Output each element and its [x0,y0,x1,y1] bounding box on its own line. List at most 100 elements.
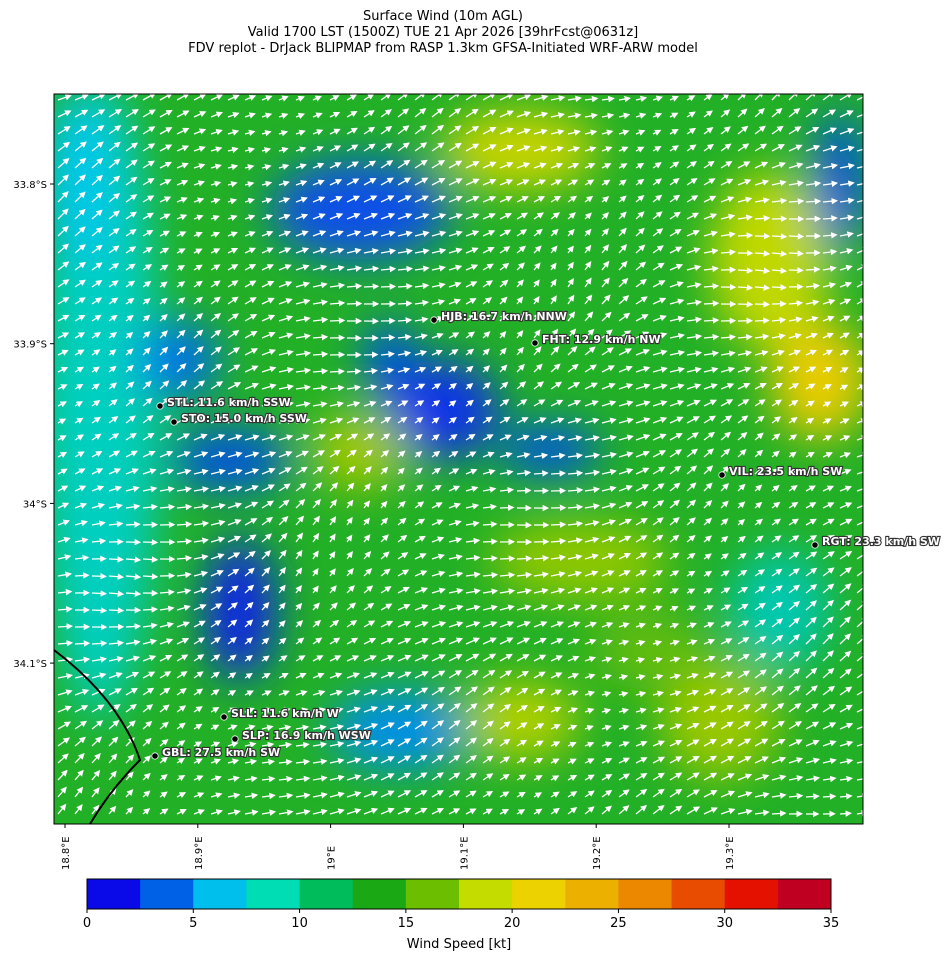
wind-arrow [126,626,140,627]
colorbar-swatch [406,879,460,909]
colorbar-swatch [193,879,247,909]
station-dot [232,736,238,742]
station-label: STL: 11.6 km/h SSW [167,396,291,409]
wind-arrow [143,576,157,577]
colorbar-swatch [725,879,779,909]
title-line: Surface Wind (10m AGL) [363,9,523,24]
y-tick-label: 33.8°S [13,180,47,191]
wind-arrow [500,507,513,508]
colorbar-tick-label: 5 [189,916,197,931]
wind-arrow [347,304,361,305]
wind-arrow [398,303,411,304]
wind-arrow [772,287,786,288]
wind-arrow [126,524,140,525]
wind-arrow [330,371,344,372]
wind-arrow [806,796,819,797]
wind-arrow [738,270,752,271]
wind-arrow [109,559,123,560]
wind-arrow [347,371,360,372]
wind-arrow [517,490,530,491]
wind-arrow [738,304,752,305]
colorbar-swatch [246,879,300,909]
station-dot [157,403,163,409]
wind-arrow [755,320,768,321]
colorbar-tick-label: 35 [823,916,840,931]
station-dot [431,317,437,323]
wind-arrow [772,236,786,237]
colorbar-swatch [353,879,407,909]
wind-arrow [500,558,514,559]
colorbar-swatch [87,879,141,909]
wind-arrow [143,542,157,543]
wind-arrow [330,320,344,321]
colorbar-swatch [618,879,672,909]
y-tick-label: 34.1°S [13,659,47,670]
colorbar-tick-label: 20 [504,916,521,931]
station-label: FHT: 12.9 km/h NW [542,333,661,346]
title-line: FDV replot - DrJack BLIPMAP from RASP 1.… [188,41,698,56]
x-tick-label: 19.3°E [725,836,736,870]
map-field [40,80,870,824]
x-tick-label: 18.8°E [61,836,72,870]
wind-arrow [789,253,803,254]
wind-arrow [704,320,718,321]
wind-arrow [738,287,752,288]
wind-arrow [823,796,835,797]
colorbar-swatch [565,879,619,909]
station-label: RGT: 23.3 km/h SW [822,535,940,548]
wind-arrow [143,609,157,610]
wind-arrow [364,286,378,287]
wind-arrow [551,473,565,474]
wind-arrow [92,643,106,644]
x-tick-label: 18.9°E [194,836,205,870]
colorbar-label: Wind Speed [kt] [407,937,511,952]
station-dot [221,714,227,720]
colorbar-tick-label: 30 [716,916,733,931]
colorbar-tick-label: 0 [83,916,91,931]
wind-arrow [789,236,803,237]
colorbar-tick-label: 15 [398,916,415,931]
station-label: SLL: 11.6 km/h W [231,707,339,720]
colorbar-swatch [778,879,832,909]
x-tick-label: 19.1°E [459,836,470,870]
wind-arrow [755,253,769,254]
y-tick-label: 34°S [23,499,47,510]
wind-arrow [58,626,72,627]
station-label: HJB: 16.7 km/h NNW [441,310,567,323]
wind-arrow [75,575,88,576]
colorbar-tick-label: 25 [610,916,627,931]
wind-arrow [109,610,123,611]
wind-arrow [381,337,394,338]
station-dot [532,340,538,346]
wind-arrow [143,559,157,560]
station-dot [171,419,177,425]
wind-arrow [772,813,785,814]
station-label: STO: 15.0 km/h SSW [181,412,307,425]
station-dot [152,753,158,759]
wind-arrow [75,643,89,644]
station-dot [812,542,818,548]
wind-arrow [483,541,496,542]
wind-arrow [806,201,820,202]
wind-arrow [517,558,531,559]
wind-arrow [840,813,851,814]
station-label: VIL: 23.5 km/h SW [729,465,842,478]
wind-arrow [551,524,565,525]
wind-arrow [92,593,106,594]
wind-arrow [704,303,718,304]
wind-arrow [806,269,819,270]
wind-arrow [381,286,395,287]
colorbar-swatch [672,879,726,909]
wind-arrow [92,610,106,611]
station-dot [719,472,725,478]
station-label: SLP: 16.9 km/h WSW [242,729,371,742]
colorbar-swatch [300,879,354,909]
wind-arrow [177,541,191,542]
wind-arrow [364,355,377,356]
x-tick-label: 19°E [327,846,338,870]
x-tick-label: 19.2°E [592,836,603,870]
colorbar-swatch [512,879,566,909]
